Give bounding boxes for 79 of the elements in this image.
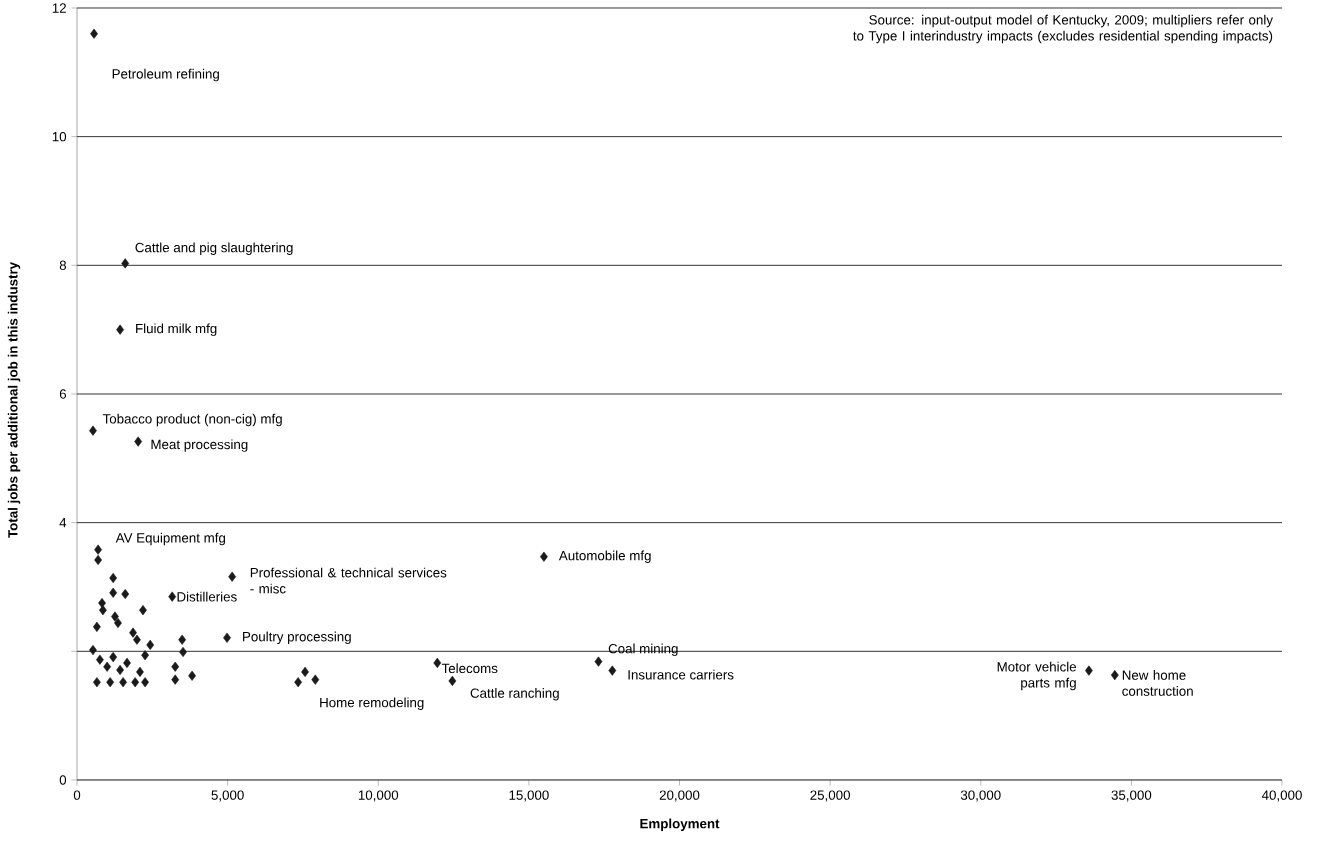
annotation: Distilleries bbox=[177, 591, 237, 602]
point bbox=[311, 674, 320, 685]
point bbox=[188, 670, 196, 681]
point bbox=[93, 677, 101, 688]
point bbox=[136, 666, 144, 677]
point bbox=[294, 677, 302, 688]
point bbox=[103, 661, 112, 672]
point bbox=[141, 650, 149, 661]
point bbox=[228, 571, 237, 582]
annotation: Petroleum refining bbox=[112, 68, 219, 82]
y-tick-label: 0 bbox=[59, 775, 67, 785]
x-tick-label: 30,000 bbox=[960, 790, 1001, 802]
y-tick-label: 10 bbox=[52, 131, 67, 142]
x-axis-title: Employment bbox=[640, 818, 720, 831]
point bbox=[99, 605, 107, 616]
point bbox=[594, 656, 603, 667]
point bbox=[129, 627, 137, 638]
y-tick-label: 8 bbox=[59, 260, 67, 271]
x-tick-label: 20,000 bbox=[659, 790, 700, 802]
annotation: Home remodeling bbox=[320, 697, 424, 710]
point bbox=[178, 634, 187, 645]
y-tick-label: 12 bbox=[52, 3, 66, 13]
point bbox=[94, 544, 102, 555]
point bbox=[106, 677, 115, 688]
point bbox=[223, 632, 231, 643]
annotation: Cattle and pig slaughtering bbox=[135, 242, 293, 255]
point bbox=[90, 28, 98, 39]
point bbox=[121, 588, 130, 600]
x-tick-label: 25,000 bbox=[810, 790, 850, 802]
point bbox=[109, 572, 118, 584]
point bbox=[1110, 670, 1119, 681]
point bbox=[109, 587, 118, 598]
point bbox=[109, 652, 118, 663]
annotation: Meat processing bbox=[151, 439, 248, 452]
point bbox=[168, 591, 177, 602]
point bbox=[119, 677, 127, 688]
point bbox=[1085, 665, 1093, 676]
point bbox=[98, 598, 106, 609]
x-tick-label: 35,000 bbox=[1111, 790, 1152, 802]
x-tick-label: 0 bbox=[73, 790, 81, 800]
x-tick-label: 15,000 bbox=[509, 790, 549, 802]
annotation: Motor vehicle parts mfg bbox=[997, 661, 1077, 691]
annotation: New home construction bbox=[1122, 670, 1193, 696]
point bbox=[301, 666, 309, 677]
annotation: Insurance carriers bbox=[628, 669, 734, 680]
point bbox=[134, 436, 143, 447]
y-tick-label: 6 bbox=[59, 389, 67, 399]
x-tick-label: 40,000 bbox=[1261, 790, 1302, 802]
annotation: Tobacco product (non-cig) mfg bbox=[102, 413, 282, 427]
point bbox=[448, 675, 457, 686]
point bbox=[123, 657, 131, 668]
annotation: Source: input-output model of Kentucky, 2009; multipliers refer only to Type I interindustry impacts (excludes residential spending impacts) bbox=[853, 14, 1273, 44]
y-tick-label: 4 bbox=[59, 518, 67, 528]
point bbox=[540, 551, 548, 562]
annotation: Fluid milk mfg bbox=[136, 323, 217, 336]
point bbox=[116, 324, 124, 335]
y-axis-title: Total jobs per additional job in this industry bbox=[7, 262, 21, 538]
point bbox=[171, 661, 180, 672]
point bbox=[96, 654, 104, 665]
point bbox=[433, 657, 442, 668]
point bbox=[146, 639, 155, 650]
x-tick-label: 10,000 bbox=[358, 790, 399, 802]
point bbox=[89, 425, 97, 436]
annotation: AV Equipment mfg bbox=[115, 532, 226, 546]
point bbox=[139, 605, 147, 616]
point bbox=[141, 677, 149, 688]
annotation: Telecoms bbox=[441, 663, 498, 674]
point bbox=[608, 665, 617, 676]
x-tick-label: 5,000 bbox=[211, 790, 244, 802]
annotation: Professional & technical services - misc bbox=[250, 567, 447, 594]
annotation: Poultry processing bbox=[243, 631, 351, 645]
annotation: Automobile mfg bbox=[558, 550, 651, 563]
point bbox=[121, 258, 130, 269]
point bbox=[111, 611, 119, 622]
point bbox=[93, 621, 101, 632]
point bbox=[171, 674, 180, 685]
annotation: Cattle ranching bbox=[470, 688, 559, 701]
point bbox=[131, 677, 140, 688]
point bbox=[133, 634, 141, 645]
